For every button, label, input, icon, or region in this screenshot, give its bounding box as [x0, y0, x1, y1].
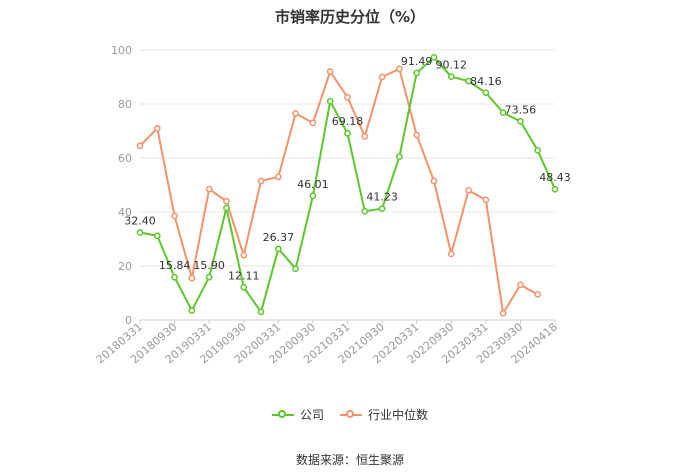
data-point: [482, 89, 490, 97]
data-point: [413, 69, 421, 77]
y-axis: 0 20 40 60 80 100: [111, 44, 132, 327]
data-source: 数据来源：恒生聚源: [295, 453, 404, 467]
y-tick-label: 100: [111, 44, 132, 57]
data-point: [309, 119, 317, 127]
data-label: 73.56: [505, 103, 537, 116]
data-point: [517, 118, 524, 125]
chart-title: 市销率历史分位（%）: [274, 8, 426, 26]
data-point: [517, 281, 524, 289]
data-point: [430, 53, 438, 61]
data-point: [396, 65, 403, 73]
y-tick-label: 40: [118, 206, 132, 219]
data-point: [257, 308, 265, 316]
data-point: [274, 245, 282, 253]
data-label: 32.40: [124, 215, 156, 228]
data-point: [344, 93, 351, 101]
data-point: [378, 205, 386, 213]
data-label: 69.18: [332, 115, 364, 128]
data-point: [499, 109, 507, 116]
data-label: 41.23: [366, 191, 398, 204]
data-point: [534, 147, 542, 154]
data-point: [188, 274, 196, 282]
data-label: 91.49: [401, 55, 433, 68]
legend: 公司 行业中位数: [0, 406, 700, 423]
data-point: [413, 131, 421, 139]
data-point: [551, 185, 559, 193]
data-point: [292, 265, 299, 273]
x-axis: 2018033120180930201903312019093020200331…: [94, 320, 560, 366]
data-point: [188, 307, 196, 314]
data-point: [274, 173, 282, 181]
legend-label-company: 公司: [299, 408, 324, 422]
line-chart: 0 20 40 60 80 100 201803312018093020190331201…: [94, 44, 571, 366]
data-point: [136, 229, 144, 236]
legend-swatch-company: [271, 409, 294, 421]
data-point: [534, 291, 542, 298]
data-label: 46.01: [297, 178, 329, 191]
data-point: [326, 68, 334, 75]
data-label: 90.12: [436, 59, 468, 72]
data-point: [344, 129, 351, 137]
data-point: [171, 212, 178, 220]
grid-lines: [140, 49, 555, 321]
data-point: [153, 124, 161, 132]
y-tick-label: 0: [125, 314, 132, 327]
data-point: [223, 197, 230, 205]
y-tick-label: 80: [118, 98, 132, 111]
data-point: [223, 204, 230, 212]
data-label: 48.43: [539, 171, 571, 184]
data-label: 12.11: [228, 269, 260, 282]
data-point: [171, 273, 178, 281]
legend-label-industry-median: 行业中位数: [368, 408, 429, 422]
data-point: [257, 177, 265, 185]
data-point: [309, 192, 317, 200]
y-tick-label: 20: [118, 260, 132, 273]
data-point: [361, 133, 369, 140]
data-point: [482, 196, 490, 204]
series-layer: [136, 53, 559, 317]
data-point: [292, 110, 299, 117]
data-point: [447, 73, 455, 81]
data-point: [205, 185, 213, 193]
data-point: [396, 153, 403, 160]
series-line-1: [139, 67, 539, 315]
data-point: [465, 187, 472, 194]
legend-item-industry-median[interactable]: 行业中位数: [340, 406, 428, 423]
data-point: [361, 207, 369, 215]
y-tick-label: 60: [118, 152, 132, 165]
data-point: [136, 142, 144, 150]
data-point: [326, 97, 334, 105]
data-point: [430, 177, 438, 185]
data-point: [499, 309, 507, 317]
legend-item-company[interactable]: 公司: [271, 406, 324, 423]
data-label: 15.84: [159, 259, 191, 272]
data-point: [465, 77, 472, 85]
data-label: 15.90: [193, 259, 225, 272]
legend-swatch-industry-median: [340, 409, 362, 421]
data-label: 26.37: [263, 231, 295, 244]
data-point: [378, 73, 386, 81]
data-label: 84.16: [470, 75, 502, 88]
data-point: [447, 250, 455, 258]
data-point: [240, 251, 248, 259]
data-point: [240, 283, 248, 291]
data-point: [205, 273, 213, 281]
data-point: [153, 232, 161, 240]
